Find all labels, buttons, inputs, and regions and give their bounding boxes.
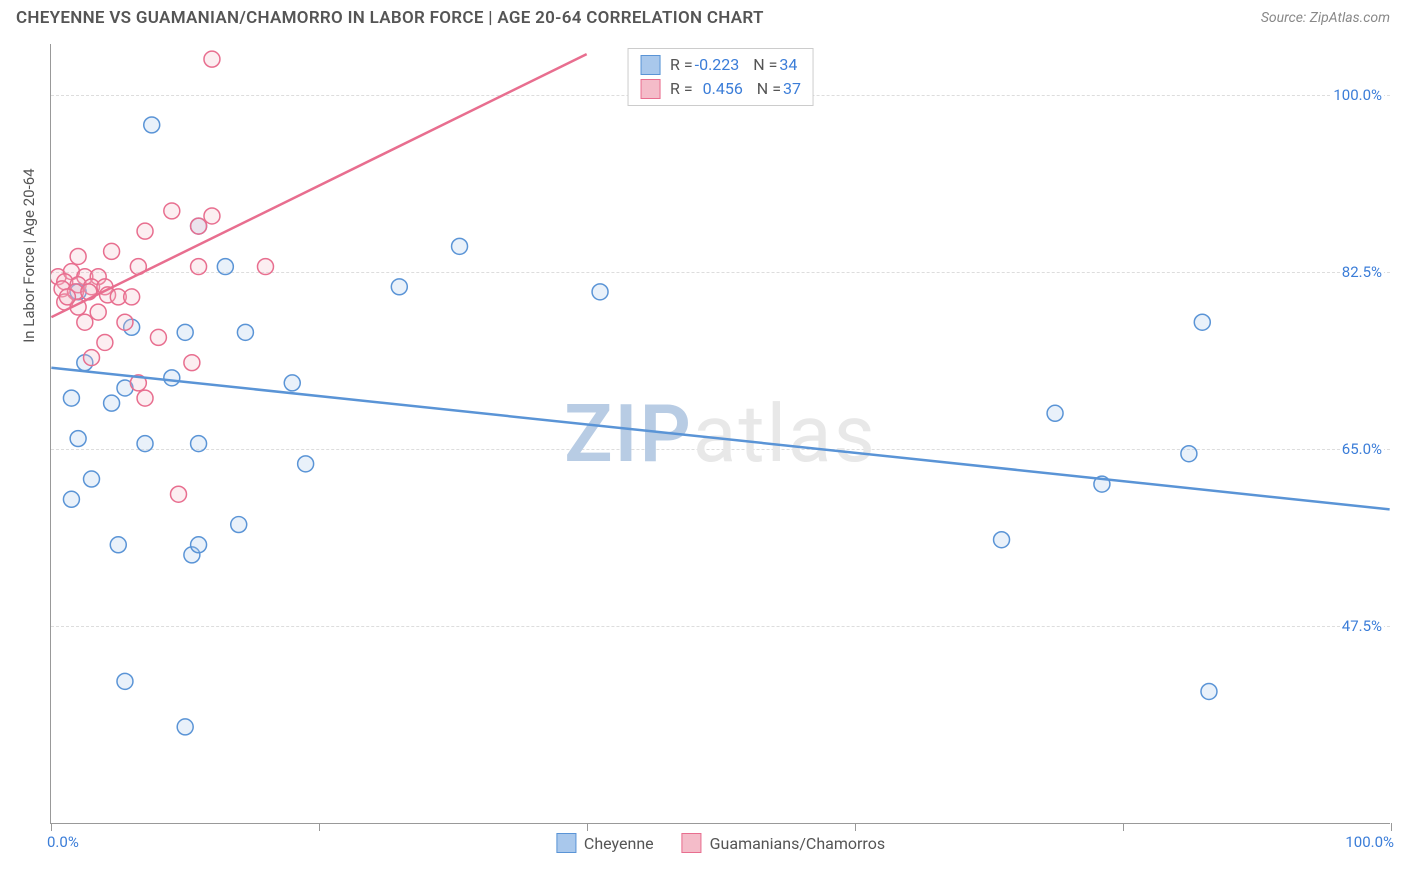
data-point-cheyenne	[994, 532, 1010, 548]
data-point-guamanian	[257, 259, 273, 275]
data-point-guamanian	[124, 289, 140, 305]
chart-title: CHEYENNE VS GUAMANIAN/CHAMORRO IN LABOR …	[16, 8, 764, 28]
source-attribution: Source: ZipAtlas.com	[1261, 10, 1390, 26]
trend-line-cheyenne	[51, 368, 1389, 510]
data-point-cheyenne	[1194, 314, 1210, 330]
data-point-cheyenne	[137, 436, 153, 452]
legend-label-cheyenne: Cheyenne	[584, 834, 654, 853]
data-point-cheyenne	[298, 456, 314, 472]
data-point-cheyenne	[104, 395, 120, 411]
data-point-cheyenne	[110, 537, 126, 553]
data-point-cheyenne	[1201, 683, 1217, 699]
swatch-cheyenne	[640, 55, 660, 75]
x-tick	[51, 823, 52, 831]
data-point-cheyenne	[191, 537, 207, 553]
swatch-guamanian	[640, 79, 660, 99]
x-tick	[1123, 823, 1124, 831]
data-point-cheyenne	[284, 375, 300, 391]
chart-plot-area: ZIPatlas R =-0.223 N =34 R =0.456 N =37 …	[50, 44, 1390, 824]
trend-line-guamanian	[51, 54, 586, 317]
legend-item-cheyenne: Cheyenne	[556, 833, 654, 853]
data-point-guamanian	[164, 203, 180, 219]
data-point-guamanian	[137, 223, 153, 239]
data-point-cheyenne	[144, 117, 160, 133]
x-tick	[855, 823, 856, 831]
series-legend: Cheyenne Guamanians/Chamorros	[556, 833, 885, 853]
data-point-guamanian	[191, 259, 207, 275]
data-point-guamanian	[137, 390, 153, 406]
data-point-guamanian	[77, 314, 93, 330]
data-point-guamanian	[184, 355, 200, 371]
data-point-cheyenne	[191, 436, 207, 452]
data-point-cheyenne	[237, 324, 253, 340]
x-max-label: 100.0%	[1345, 833, 1394, 851]
x-tick	[587, 823, 588, 831]
swatch-cheyenne-icon	[556, 833, 576, 853]
data-point-cheyenne	[177, 719, 193, 735]
data-point-cheyenne	[1047, 405, 1063, 421]
data-point-cheyenne	[391, 279, 407, 295]
data-point-guamanian	[117, 314, 133, 330]
swatch-guamanian-icon	[682, 833, 702, 853]
data-point-cheyenne	[1181, 446, 1197, 462]
data-point-cheyenne	[63, 491, 79, 507]
data-point-cheyenne	[84, 471, 100, 487]
x-tick	[319, 823, 320, 831]
data-point-cheyenne	[177, 324, 193, 340]
data-point-guamanian	[90, 304, 106, 320]
data-point-cheyenne	[592, 284, 608, 300]
data-point-guamanian	[204, 51, 220, 67]
data-point-guamanian	[59, 289, 75, 305]
data-point-guamanian	[171, 486, 187, 502]
data-point-guamanian	[70, 248, 86, 264]
data-point-cheyenne	[452, 238, 468, 254]
x-min-label: 0.0%	[47, 833, 79, 851]
data-point-cheyenne	[117, 673, 133, 689]
data-point-guamanian	[97, 334, 113, 350]
legend-item-guamanian: Guamanians/Chamorros	[682, 833, 885, 853]
data-point-cheyenne	[164, 370, 180, 386]
data-point-guamanian	[204, 208, 220, 224]
data-point-cheyenne	[231, 517, 247, 533]
correlation-legend: R =-0.223 N =34 R =0.456 N =37	[627, 48, 814, 106]
data-point-cheyenne	[217, 259, 233, 275]
data-point-guamanian	[150, 329, 166, 345]
y-axis-label: In Labor Force | Age 20-64	[20, 168, 38, 342]
data-point-guamanian	[104, 243, 120, 259]
data-point-guamanian	[191, 218, 207, 234]
data-point-cheyenne	[63, 390, 79, 406]
scatter-svg	[51, 44, 1390, 823]
data-point-cheyenne	[70, 431, 86, 447]
legend-label-guamanian: Guamanians/Chamorros	[710, 834, 885, 853]
x-tick	[1391, 823, 1392, 831]
legend-row-cheyenne: R =-0.223 N =34	[640, 53, 801, 77]
legend-row-guamanian: R =0.456 N =37	[640, 77, 801, 101]
data-point-guamanian	[84, 350, 100, 366]
